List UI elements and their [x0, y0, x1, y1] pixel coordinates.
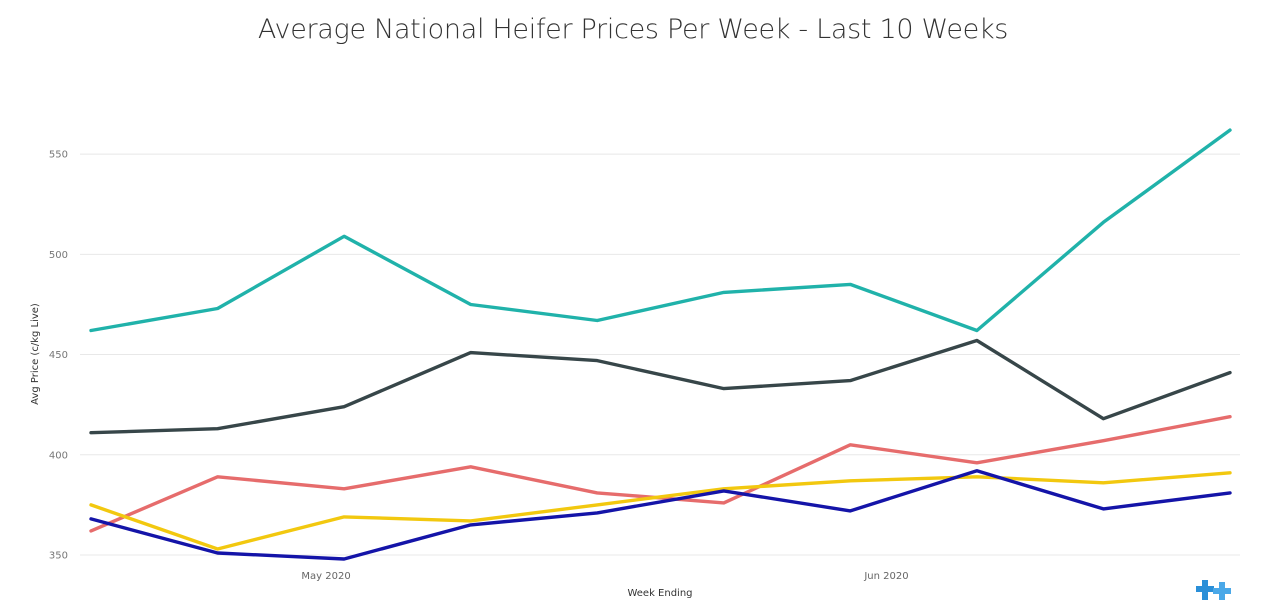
plus-logo-icon: [1196, 580, 1231, 600]
x-tick-label: May 2020: [301, 571, 350, 582]
series-line-5: [89, 469, 1232, 561]
x-axis-ticks: May 2020 Jun 2020: [301, 571, 908, 582]
x-tick-label: Jun 2020: [863, 571, 908, 582]
series-line-4: [89, 471, 1232, 551]
y-tick-label: 550: [49, 150, 68, 161]
gridlines: [80, 153, 1240, 556]
series-line-3: [89, 415, 1232, 533]
series-line-2: [89, 338, 1232, 435]
y-axis-ticks: 350 400 450 500 550: [49, 150, 68, 562]
y-tick-label: 400: [49, 450, 68, 461]
y-tick-label: 500: [49, 250, 68, 261]
series-lines: [89, 128, 1232, 561]
y-tick-label: 450: [49, 350, 68, 361]
y-tick-label: 350: [49, 550, 68, 561]
y-axis-title: Avg Price (c/kg Live): [30, 303, 41, 405]
series-line-1: [89, 128, 1232, 333]
chart-title: Average National Heifer Prices Per Week …: [257, 14, 1009, 45]
x-axis-title: Week Ending: [627, 588, 692, 599]
